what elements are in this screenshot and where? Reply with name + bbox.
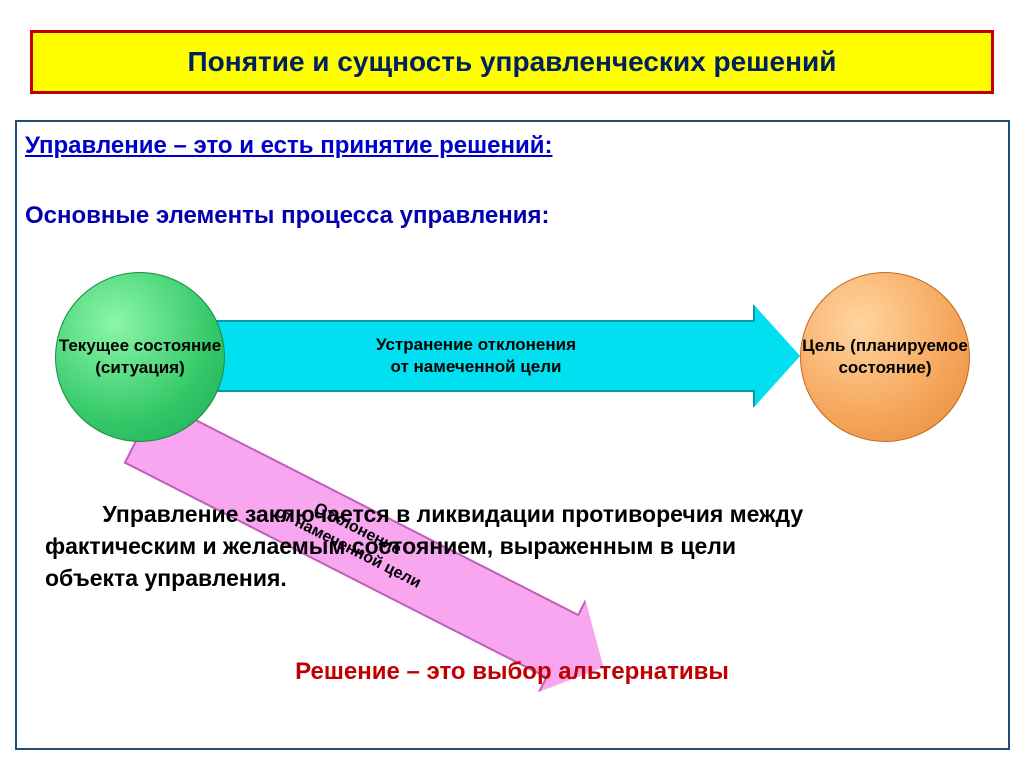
heading-elements: Основные элементы процесса управления: <box>25 202 549 230</box>
elimination-arrow-body: Устранение отклонения от намеченной цели <box>195 320 755 392</box>
footer-statement: Решение – это выбор альтернативы <box>0 658 1024 686</box>
process-diagram: Отклонение от намеченной цели Устранение… <box>0 240 1024 540</box>
goal-state-node: Цель (планируемое состояние) <box>800 272 970 442</box>
elimination-arrow-label: Устранение отклонения от намеченной цели <box>376 334 576 378</box>
current-state-node: Текущее состояние (ситуация) <box>55 272 225 442</box>
elimination-arrow: Устранение отклонения от намеченной цели <box>195 320 800 392</box>
arrow-head-icon <box>755 306 800 406</box>
page-title: Понятие и сущность управленческих решени… <box>188 46 837 78</box>
goal-state-label: Цель (планируемое состояние) <box>801 335 969 379</box>
current-state-label: Текущее состояние (ситуация) <box>56 335 224 379</box>
explanation-paragraph: Управление заключается в ликвидации прот… <box>45 498 805 595</box>
title-band: Понятие и сущность управленческих решени… <box>30 30 994 94</box>
heading-definition: Управление – это и есть принятие решений… <box>25 132 552 160</box>
